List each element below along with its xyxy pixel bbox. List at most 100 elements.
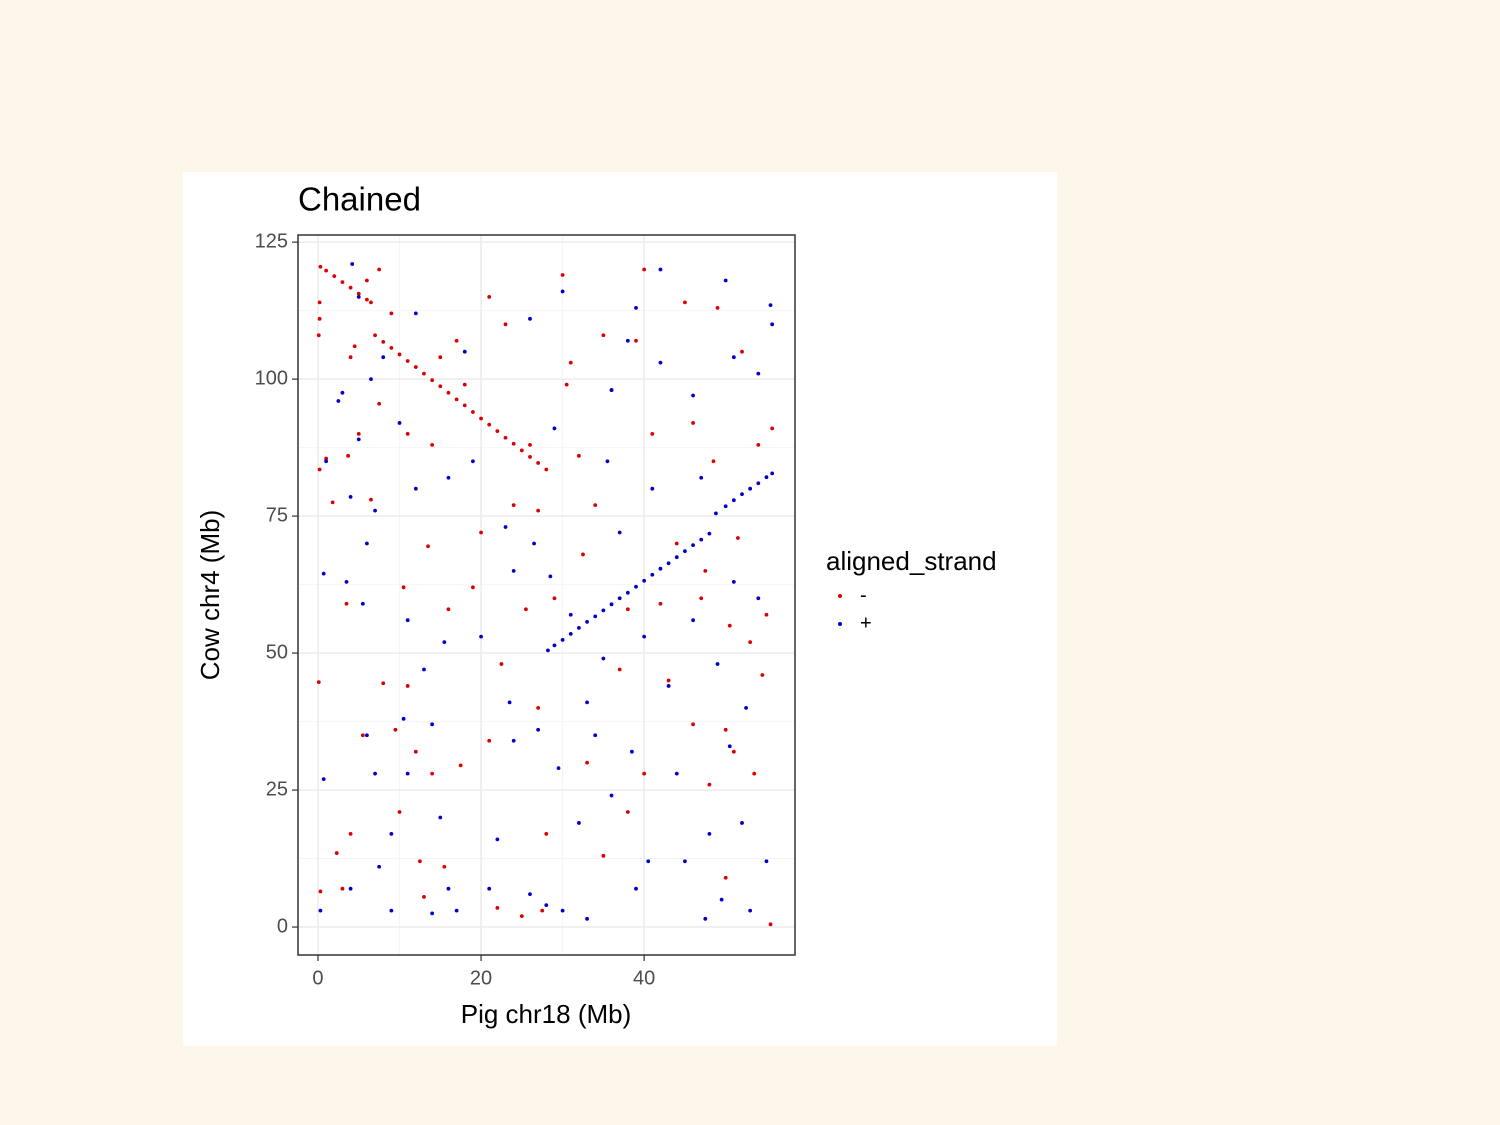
point: [316, 333, 321, 338]
point: [352, 344, 357, 349]
point: [658, 566, 663, 571]
x-tick-label: 20: [470, 967, 492, 989]
point: [369, 377, 373, 382]
point: [511, 503, 516, 508]
point: [760, 673, 765, 677]
point: [528, 316, 532, 321]
point: [601, 853, 606, 858]
point: [405, 771, 410, 776]
point: [365, 733, 369, 738]
point: [317, 316, 322, 321]
point: [770, 471, 775, 476]
point: [691, 393, 695, 398]
point: [418, 859, 422, 864]
point: [577, 821, 581, 825]
point: [334, 851, 339, 855]
point: [405, 359, 410, 363]
point: [683, 859, 687, 864]
point: [546, 648, 550, 653]
point: [715, 305, 720, 310]
y-axis-label: Cow chr4 (Mb): [195, 510, 225, 680]
point: [365, 541, 369, 546]
point: [438, 815, 443, 820]
point: [544, 903, 549, 908]
point: [748, 640, 753, 645]
point: [360, 733, 365, 738]
point: [336, 399, 341, 403]
point: [560, 273, 565, 277]
point: [397, 352, 402, 357]
point: [430, 378, 435, 383]
point: [748, 486, 753, 491]
point: [377, 267, 382, 272]
point: [683, 300, 687, 305]
point: [324, 459, 329, 464]
point: [609, 793, 614, 798]
point: [617, 667, 622, 672]
point: [764, 612, 769, 617]
point: [711, 459, 716, 464]
point: [454, 338, 459, 343]
point: [324, 268, 329, 273]
point: [691, 618, 695, 623]
point: [348, 495, 353, 499]
point: [454, 908, 459, 913]
point: [348, 886, 353, 891]
point: [381, 681, 386, 686]
point: [548, 574, 553, 579]
point: [528, 455, 532, 459]
point: [318, 908, 323, 913]
point: [707, 531, 712, 536]
point: [495, 905, 500, 910]
point: [438, 384, 443, 389]
point: [714, 511, 718, 516]
point: [707, 832, 712, 836]
point: [650, 486, 655, 491]
point: [770, 426, 775, 431]
point: [471, 585, 475, 590]
point: [454, 397, 459, 402]
point: [381, 355, 386, 360]
point: [344, 579, 349, 584]
point: [601, 656, 606, 661]
point: [740, 349, 744, 354]
chart-panel: [183, 172, 1057, 1046]
point: [699, 537, 704, 542]
point: [585, 916, 589, 921]
point: [625, 338, 630, 343]
point: [560, 638, 565, 642]
point: [458, 763, 463, 768]
point: [552, 596, 557, 601]
point: [609, 388, 614, 392]
point: [544, 467, 549, 472]
point: [405, 432, 410, 436]
point: [446, 607, 451, 612]
point: [593, 733, 598, 738]
point: [544, 832, 549, 836]
point: [503, 322, 508, 327]
point: [422, 667, 426, 672]
point: [770, 322, 775, 327]
point: [727, 623, 732, 628]
point: [756, 596, 761, 601]
point: [736, 536, 740, 540]
point: [642, 578, 647, 583]
point: [756, 371, 761, 376]
point: [430, 771, 435, 776]
point: [666, 678, 671, 683]
point: [369, 497, 373, 502]
point: [719, 897, 724, 902]
point: [605, 459, 610, 464]
point: [397, 421, 402, 425]
point: [536, 727, 541, 732]
legend-key: [838, 594, 842, 598]
point: [413, 365, 418, 369]
point: [731, 355, 736, 360]
point: [601, 608, 606, 613]
point: [731, 498, 736, 503]
point: [393, 727, 398, 732]
point: [442, 864, 447, 869]
point: [430, 442, 435, 447]
point: [471, 459, 475, 464]
